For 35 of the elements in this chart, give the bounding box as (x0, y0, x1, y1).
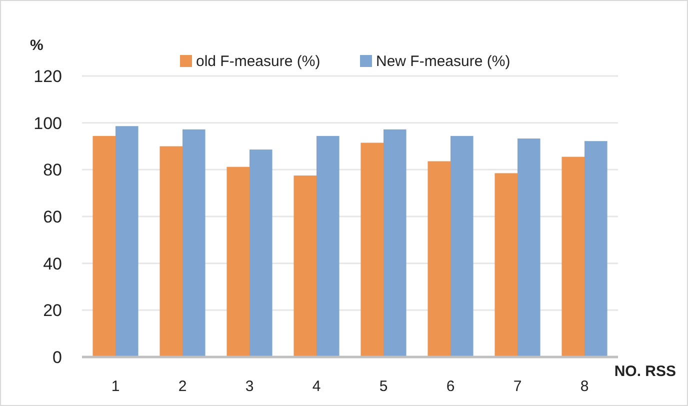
bar (294, 176, 316, 357)
y-tick-label: 0 (52, 348, 62, 367)
y-tick-label: 40 (43, 254, 62, 274)
bar (518, 138, 540, 357)
x-tick-label: 8 (580, 378, 589, 395)
bar (384, 129, 406, 357)
bar (250, 150, 272, 357)
bar (450, 136, 474, 357)
bar (562, 156, 584, 357)
bar (428, 161, 450, 357)
bar (360, 142, 384, 357)
x-tick-label: 7 (513, 378, 522, 395)
y-tick-label: 120 (34, 66, 62, 86)
x-tick-label: 4 (312, 378, 321, 395)
y-tick-label: 60 (43, 207, 62, 226)
bar (316, 136, 340, 357)
legend-label: old F-measure (%) (196, 53, 320, 70)
x-tick-label: 1 (111, 378, 120, 395)
y-tick-label: 80 (43, 160, 62, 180)
y-tick-label: 100 (34, 114, 62, 133)
y-axis-title: % (30, 37, 44, 54)
bar (182, 129, 206, 357)
x-tick-label: 3 (245, 378, 254, 395)
bar (160, 146, 182, 357)
x-tick-label: 5 (379, 378, 388, 395)
bar (494, 173, 518, 357)
legend-label: New F-measure (%) (376, 53, 510, 70)
x-tick-label: 6 (446, 378, 455, 395)
bar (584, 141, 608, 357)
y-tick-label: 20 (43, 301, 62, 320)
bar (92, 136, 116, 357)
x-tick-label: 2 (178, 378, 187, 395)
x-axis-title: NO. RSS (614, 363, 676, 380)
bar (116, 126, 138, 357)
bar (226, 166, 250, 357)
